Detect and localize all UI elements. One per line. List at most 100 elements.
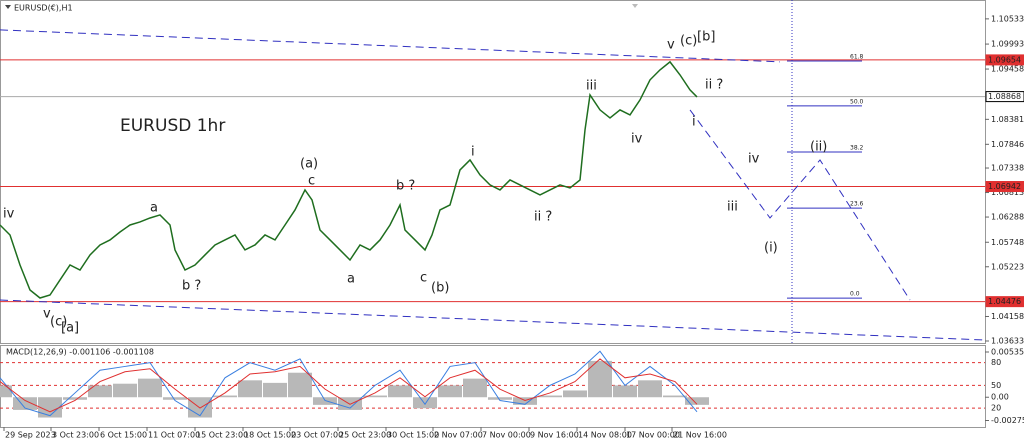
histogram-bar: [413, 397, 437, 409]
wave-label: (i): [764, 241, 778, 256]
x-tick-label: 7 Nov 00:00: [482, 431, 531, 440]
y-tick-label: -0.002751: [991, 416, 1024, 425]
y2-tick-label: 50: [991, 381, 1001, 390]
wave-label: ii ?: [534, 210, 552, 225]
y-tick-label: 1.09458: [991, 65, 1024, 74]
menu-icon[interactable]: [632, 4, 638, 8]
level-label: 1.09654: [988, 55, 1021, 64]
level-label: 1.04476: [988, 297, 1021, 306]
fib-label: 50.0: [850, 98, 864, 105]
wave-label: a: [347, 272, 355, 287]
histogram-bar: [238, 380, 262, 398]
histogram-bar: [663, 395, 687, 398]
wave-label: (b): [431, 281, 449, 296]
y-tick-label: 1.07846: [991, 140, 1024, 149]
x-tick-label: 21 Nov 16:00: [673, 431, 727, 440]
wave-label: i: [692, 115, 696, 130]
wave-label: iv: [748, 152, 760, 167]
level-label: 1.08868: [988, 92, 1021, 101]
wave-label: (c): [680, 34, 697, 49]
menu-icon[interactable]: [5, 5, 11, 9]
histogram-bar: [38, 397, 62, 418]
wave-label: iv: [631, 132, 643, 147]
wave-label: c: [420, 271, 427, 286]
x-tick-label: 6 Oct 15:00: [100, 431, 147, 440]
histogram-bar: [638, 380, 662, 398]
y-tick-label: 1.09993: [991, 40, 1024, 49]
histogram-bar: [88, 385, 112, 398]
y-tick-label: 1.03633: [991, 336, 1024, 345]
wave-label: [b]: [697, 30, 715, 45]
y-tick-label: 1.06813: [991, 188, 1024, 197]
histogram-bar: [213, 395, 237, 398]
x-tick-label: 25 Oct 23:00: [339, 431, 391, 440]
histogram-bar: [363, 395, 387, 398]
wave-label: ii ?: [705, 78, 723, 93]
chart-subtitle: EURUSD 1hr: [120, 116, 225, 136]
level-label-box: [985, 54, 1024, 66]
y2-tick-label: 20: [991, 404, 1001, 413]
trend-line: [689, 109, 911, 301]
x-tick-label: 29 Sep 2023: [5, 431, 56, 440]
x-tick-label: 18 Oct 15:00: [244, 431, 296, 440]
wave-label: b ?: [396, 179, 415, 194]
histogram-bar: [263, 382, 287, 398]
histogram-bar: [288, 372, 312, 398]
y-tick-label: 1.06288: [991, 213, 1024, 222]
histogram-bar: [313, 397, 337, 405]
histogram-bar: [563, 390, 587, 398]
x-tick-label: 9 Nov 16:00: [530, 431, 579, 440]
wave-label: i: [471, 145, 475, 160]
wave-label: c: [308, 174, 315, 189]
y-tick-label: 1.10533: [991, 14, 1024, 23]
indicator-line: [0, 358, 698, 413]
wave-label: v: [43, 307, 51, 322]
histogram-bar: [513, 397, 537, 405]
histogram-bar: [438, 385, 462, 398]
fib-label: 0.0: [850, 291, 860, 298]
wave-label: b ?: [182, 279, 201, 294]
fib-label: 38.2: [850, 145, 864, 152]
main-frame: [0, 0, 986, 344]
x-tick-label: 2 Nov 07:00: [434, 431, 483, 440]
wave-label: iii: [727, 200, 738, 215]
histogram-bar: [463, 378, 487, 398]
x-tick-label: 14 Nov 08:00: [578, 431, 632, 440]
wave-label: iv: [3, 207, 15, 222]
fib-label: 61.8: [850, 54, 864, 61]
level-label-box: [985, 181, 1024, 193]
wave-label: (ii): [810, 140, 827, 155]
x-tick-label: 23 Oct 07:00: [291, 431, 343, 440]
indicator-line: [0, 350, 698, 417]
y-tick-label: 0.005351: [991, 347, 1024, 356]
histogram-bar: [685, 397, 709, 405]
level-label-box: [985, 296, 1024, 308]
fib-label: 23.6: [850, 201, 864, 208]
wave-label: [a]: [61, 321, 79, 336]
histogram-bar: [63, 397, 87, 400]
y-tick-label: 1.04158: [991, 312, 1024, 321]
y-tick-label: 1.07338: [991, 164, 1024, 173]
wave-label: (c): [50, 315, 67, 330]
histogram-bar: [613, 385, 637, 398]
histogram-bar: [388, 385, 412, 398]
histogram-bar: [0, 385, 12, 398]
histogram-bar: [163, 397, 187, 400]
x-tick-label: 11 Oct 07:00: [148, 431, 200, 440]
y-tick-label: 1.05748: [991, 238, 1024, 247]
x-tick-label: 30 Oct 15:00: [387, 431, 439, 440]
trend-line: [0, 29, 781, 63]
price-line: [0, 60, 698, 299]
wave-label: (a): [300, 157, 318, 172]
wave-label: iii: [586, 79, 597, 94]
wave-label: a: [150, 201, 158, 216]
y2-tick-label: 80: [991, 358, 1001, 367]
histogram-bar: [538, 395, 562, 398]
chart-title: EURUSD(€),H1: [14, 4, 73, 13]
trend-line: [0, 299, 986, 341]
wave-label: v: [667, 38, 675, 53]
x-tick-label: 17 Nov 00:00: [626, 431, 680, 440]
histogram-bar: [588, 360, 612, 398]
y-tick-label: 0.00: [991, 393, 1009, 402]
